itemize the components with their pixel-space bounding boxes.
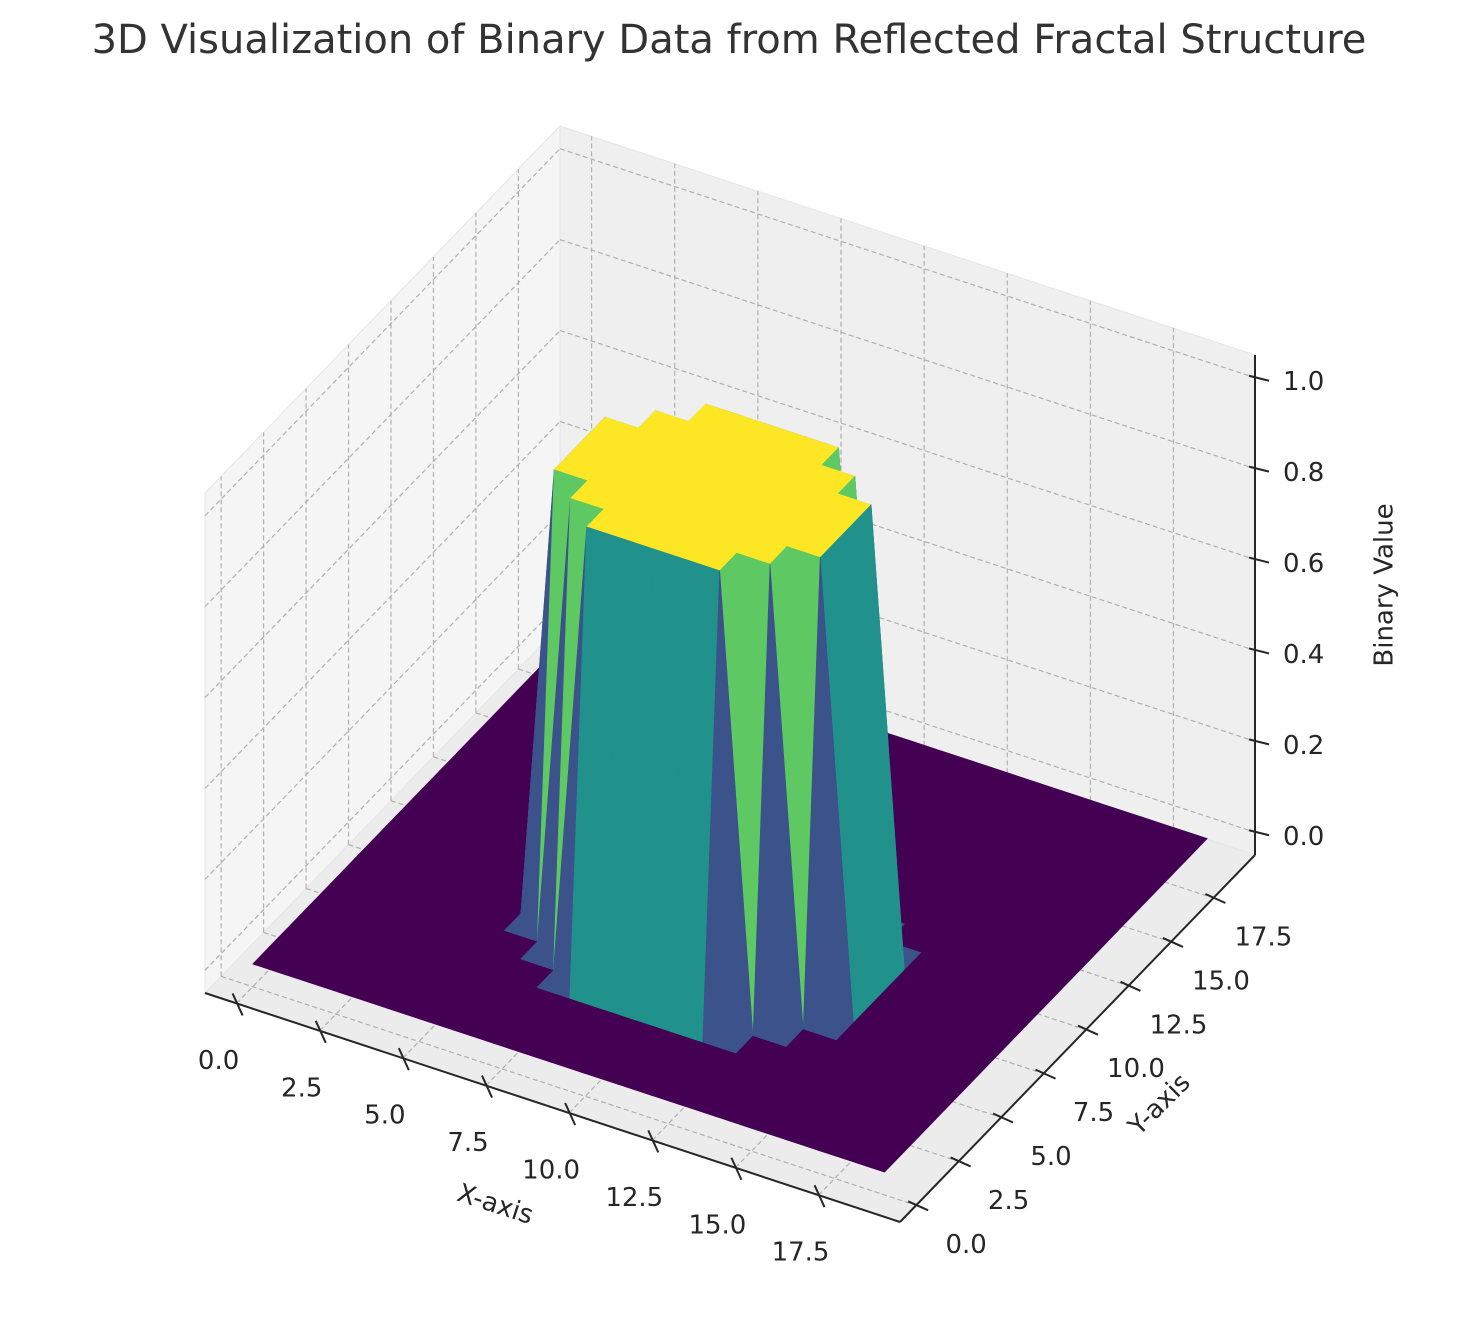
x-tick-label: 12.5 xyxy=(605,1183,663,1213)
y-tick xyxy=(1120,980,1141,992)
grid-line xyxy=(559,239,1256,470)
grid-line xyxy=(204,421,561,789)
x-tick xyxy=(481,1075,493,1098)
z-tick xyxy=(1248,556,1270,564)
y-tick-label: 15.0 xyxy=(1192,966,1250,996)
z-tick-label: 0.4 xyxy=(1283,640,1324,670)
z-tick xyxy=(1248,374,1270,382)
z-tick-label: 0.2 xyxy=(1283,731,1324,761)
y-tick-label: 7.5 xyxy=(1073,1098,1114,1128)
y-tick-label: 0.0 xyxy=(945,1230,986,1260)
x-tick xyxy=(314,1020,327,1044)
x-tick xyxy=(231,992,244,1016)
z-tick xyxy=(1248,738,1270,746)
x-tick xyxy=(397,1047,410,1071)
chart-title: 3D Visualization of Binary Data from Ref… xyxy=(92,17,1367,63)
y-tick-label: 2.5 xyxy=(988,1186,1029,1216)
y-tick-label: 5.0 xyxy=(1030,1142,1071,1172)
x-tick-label: 2.5 xyxy=(281,1073,322,1103)
y-tick xyxy=(1035,1068,1056,1080)
grid-line xyxy=(559,329,1256,561)
x-tick xyxy=(564,1102,577,1126)
grid-line xyxy=(204,602,561,971)
y-tick-label: 17.5 xyxy=(1234,923,1292,953)
y-tick xyxy=(1162,937,1184,948)
z-tick-label: 1.0 xyxy=(1283,367,1324,397)
x-tick-label: 0.0 xyxy=(198,1046,239,1076)
grid-line xyxy=(204,239,561,608)
z-tick-label: 0.8 xyxy=(1283,458,1324,488)
y-tick xyxy=(992,1112,1014,1124)
x-tick-label: 17.5 xyxy=(772,1238,830,1268)
grid-line xyxy=(204,511,561,880)
grid-line xyxy=(559,148,1256,379)
x-tick xyxy=(730,1157,743,1181)
x-tick xyxy=(647,1129,660,1153)
y-tick xyxy=(1077,1024,1099,1036)
surface-patch xyxy=(850,1143,903,1173)
grid-line xyxy=(204,330,561,698)
grid-line xyxy=(204,148,561,517)
y-tick-label: 10.0 xyxy=(1107,1054,1165,1084)
y-tick xyxy=(1204,893,1226,904)
z-tick-label: 0.6 xyxy=(1283,549,1324,579)
y-tick xyxy=(950,1156,972,1168)
y-tick-label: 12.5 xyxy=(1150,1010,1208,1040)
z-tick xyxy=(1248,829,1270,837)
z-tick-label: 0.0 xyxy=(1283,822,1324,852)
x-tick-label: 7.5 xyxy=(447,1128,488,1158)
z-axis-label: Binary Value xyxy=(1370,503,1400,666)
x-tick-label: 15.0 xyxy=(688,1210,746,1240)
y-tick xyxy=(907,1200,929,1212)
grid-line xyxy=(220,975,917,1206)
x-tick-label: 5.0 xyxy=(364,1101,405,1131)
x-tick xyxy=(813,1184,826,1208)
z-tick xyxy=(1248,647,1270,655)
x-tick-label: 10.0 xyxy=(522,1155,580,1185)
z-tick xyxy=(1248,465,1270,473)
x-axis-label: X-axis xyxy=(453,1178,536,1231)
